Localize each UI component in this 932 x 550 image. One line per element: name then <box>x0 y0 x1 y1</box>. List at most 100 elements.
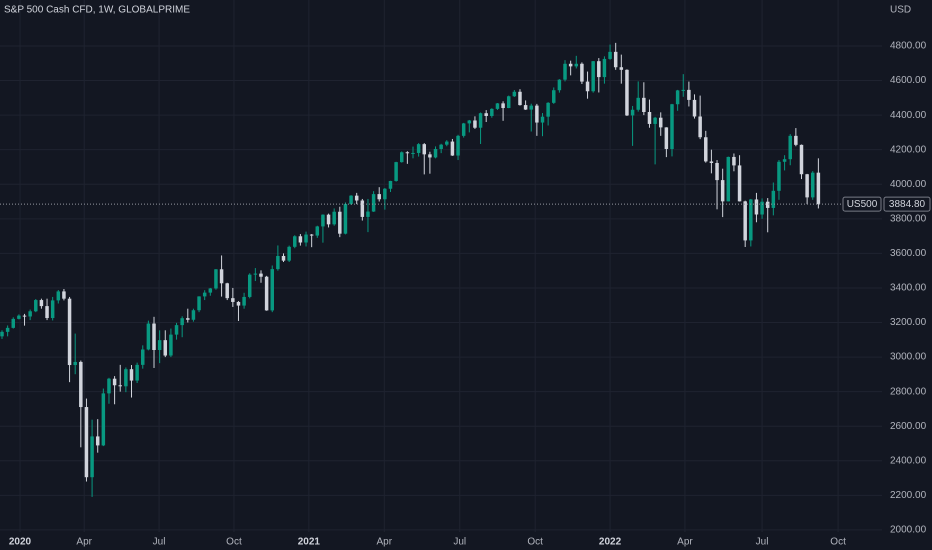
price-label: 3884.80 <box>889 199 926 210</box>
candle-body <box>737 165 742 202</box>
candle-body <box>101 393 106 446</box>
candle-body <box>456 135 460 156</box>
candle-body <box>141 349 145 365</box>
candle-body <box>118 385 122 387</box>
x-tick-label: Jul <box>756 537 769 548</box>
candle-body <box>619 67 624 70</box>
candle-body <box>529 105 533 110</box>
candle-body <box>11 318 16 328</box>
candle-body <box>461 123 466 136</box>
candle-body <box>157 340 162 350</box>
candle-body <box>540 116 545 123</box>
y-tick-label: 3400.00 <box>890 283 927 294</box>
candle-body <box>580 63 584 82</box>
y-tick-label: 2000.00 <box>890 525 927 536</box>
candle-body <box>608 51 612 59</box>
candle-body <box>585 81 590 92</box>
candle-body <box>79 361 83 408</box>
candle-body <box>5 327 10 332</box>
candle-body <box>445 141 449 145</box>
candle-body <box>293 236 297 247</box>
x-tick-label: Apr <box>677 537 693 548</box>
candle-body <box>281 255 286 261</box>
candle-body <box>34 300 38 312</box>
candle-body <box>681 89 685 91</box>
candle-body <box>191 310 196 320</box>
candle-body <box>236 301 241 306</box>
candle-body <box>135 364 139 381</box>
candle-body <box>664 127 669 149</box>
candle-body <box>692 99 697 117</box>
candle-body <box>625 69 629 116</box>
y-tick-label: 4400.00 <box>890 110 927 121</box>
axis-labels: 2000.00 2200.00 2400.00 2600.00 2800.00 3000.… <box>9 41 931 548</box>
candle-body <box>715 162 719 181</box>
candle-body <box>95 436 100 446</box>
candle-body <box>495 103 500 109</box>
candle-body <box>433 148 438 158</box>
candle-body <box>84 407 89 478</box>
candle-body <box>332 211 336 225</box>
candle-body <box>506 96 511 109</box>
candle-body <box>720 180 725 202</box>
candle-body <box>73 361 77 366</box>
x-tick-label: Oct <box>527 537 543 548</box>
price-tag <box>883 196 931 212</box>
candle-body <box>90 436 94 478</box>
candle-body <box>574 63 579 67</box>
candle-body <box>45 306 49 319</box>
x-tick-label: Apr <box>377 537 393 548</box>
candle-body <box>225 283 229 299</box>
candle-body <box>771 190 776 208</box>
candle-body <box>450 141 455 156</box>
x-tick-label: 2021 <box>298 537 321 548</box>
x-tick-label: 2020 <box>9 537 32 548</box>
grid <box>0 0 882 532</box>
candle-body <box>214 269 218 289</box>
y-tick-label: 2800.00 <box>890 386 927 397</box>
candle-body <box>518 91 522 106</box>
candle-body <box>478 113 483 128</box>
candle-body <box>208 288 213 293</box>
candle-body <box>743 201 747 241</box>
candle-body <box>186 318 190 320</box>
candle-body <box>670 104 674 149</box>
candle-body <box>67 298 72 366</box>
candle-body <box>653 117 657 124</box>
candle-body <box>394 162 398 181</box>
candle-body <box>326 214 331 225</box>
candle-body <box>794 135 798 145</box>
candle-body <box>799 144 804 175</box>
candle-body <box>377 194 381 200</box>
candle-body <box>309 234 314 236</box>
candle-body <box>687 89 691 100</box>
candle-body <box>315 226 320 236</box>
y-tick-label: 3600.00 <box>890 248 927 259</box>
candle-body <box>647 112 652 124</box>
candle-body <box>568 63 573 67</box>
candle-body <box>28 311 32 317</box>
candle-body <box>602 58 607 78</box>
candle-body <box>658 117 663 128</box>
candle-body <box>642 97 646 112</box>
candle-body <box>388 180 393 189</box>
candle-body <box>765 201 770 208</box>
candle-body <box>597 61 601 78</box>
candle-body <box>467 120 472 124</box>
candle-body <box>338 211 342 234</box>
candle-body <box>805 174 809 198</box>
candle-body <box>591 61 595 92</box>
candle-body <box>124 369 128 387</box>
candle-body <box>56 291 61 301</box>
candle-body <box>816 172 821 205</box>
candle-body <box>259 273 263 277</box>
candle-body <box>546 102 550 117</box>
candle-body <box>512 91 517 97</box>
x-tick-label: Jul <box>153 537 166 548</box>
candle-body <box>169 334 173 356</box>
candle-body <box>129 369 134 381</box>
candle-body <box>180 318 184 326</box>
